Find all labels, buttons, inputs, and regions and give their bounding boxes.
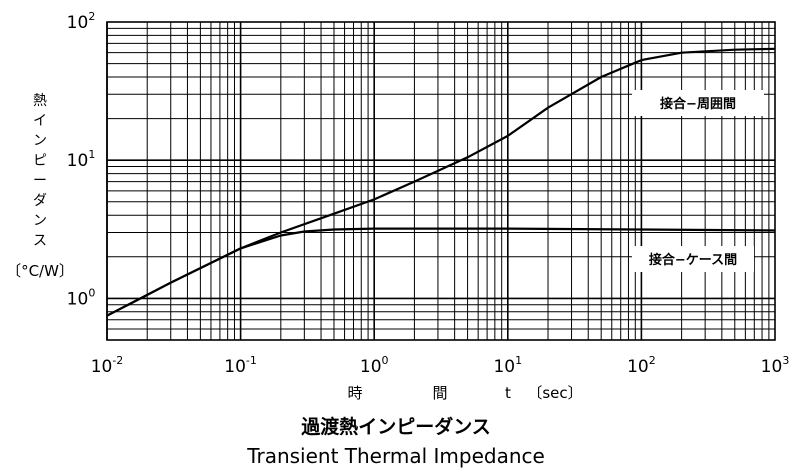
x-tick-label: 10-2 <box>91 354 124 377</box>
y-label-char: ー <box>33 173 47 189</box>
y-label-char: ピ <box>33 153 47 169</box>
chart-subtitle: Transient Thermal Impedance <box>247 444 545 468</box>
series-line-2 <box>106 227 776 317</box>
x-axis-label: 時 間 t 〔sec〕 <box>347 384 582 402</box>
y-label-char: 熱 <box>33 93 47 109</box>
tick-labels: 10-2 10-1 100 101 102 103 100 101 102 <box>67 10 790 377</box>
x-tick-label: 101 <box>493 354 522 377</box>
y-label-char: イ <box>33 113 47 129</box>
x-label-part: 時 <box>347 384 362 402</box>
x-tick-label: 102 <box>627 354 656 377</box>
series-label-bg <box>632 90 764 116</box>
y-tick-label: 101 <box>67 148 96 171</box>
x-label-part: 〔sec〕 <box>527 384 582 402</box>
x-label-part: t <box>505 384 511 402</box>
plot-frame <box>106 21 776 341</box>
x-label-part: 間 <box>432 384 447 402</box>
x-tick-label: 100 <box>360 354 389 377</box>
series-label-1: 接合−周囲間 <box>660 96 736 112</box>
y-axis-label: 熱インピーダンス〔°C/W〕 <box>6 93 74 280</box>
x-tick-label: 10-1 <box>224 354 257 377</box>
series-label-2: 接合−ケース間 <box>649 252 737 268</box>
y-label-char: ダ <box>33 193 47 209</box>
grid <box>106 21 776 341</box>
series-line-1 <box>106 47 776 317</box>
y-label-char: ス <box>33 233 47 249</box>
y-tick-label: 100 <box>67 286 96 309</box>
x-tick-label: 103 <box>761 354 790 377</box>
chart-title: 過渡熱インピーダンス <box>301 416 491 438</box>
y-tick-label: 102 <box>67 10 96 33</box>
series-label-bg <box>632 246 754 272</box>
y-label-char: ン <box>33 133 47 149</box>
y-label-char: ン <box>33 213 47 229</box>
y-axis-unit: 〔°C/W〕 <box>6 262 74 280</box>
curves <box>106 47 776 317</box>
